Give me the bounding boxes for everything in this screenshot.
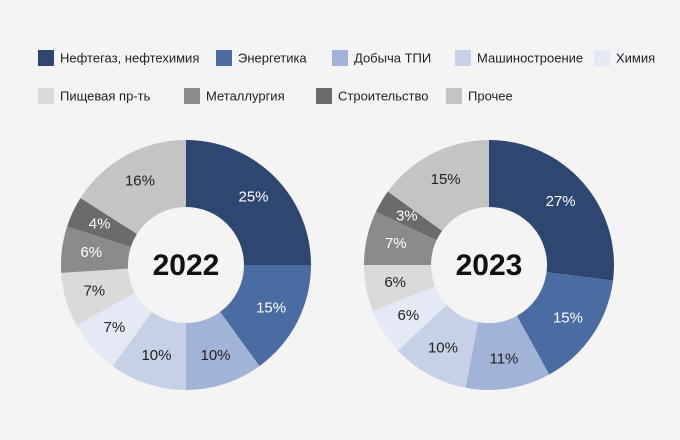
data-label: 6%	[398, 307, 420, 324]
data-label: 7%	[104, 319, 126, 336]
data-label: 27%	[546, 193, 576, 210]
donut-slice	[465, 315, 550, 391]
data-label: 11%	[489, 350, 518, 367]
donut-center-label: 2022	[153, 249, 220, 282]
legend-label: Пищевая пр-ть	[60, 88, 151, 103]
data-label: 10%	[200, 347, 230, 364]
donut-slice	[186, 140, 311, 265]
data-label: 15%	[553, 310, 583, 327]
donut-slice	[375, 191, 443, 241]
donut-slice	[387, 140, 489, 231]
donut-slice	[80, 140, 186, 234]
data-label: 25%	[239, 188, 269, 205]
legend-swatch	[594, 50, 610, 66]
donut-slice	[372, 286, 447, 351]
donut-slice	[67, 198, 138, 248]
legend-label: Нефтегаз, нефтехимия	[60, 50, 199, 65]
donut-slice	[397, 304, 479, 388]
donut-slice	[364, 211, 437, 265]
donut-slice	[364, 265, 436, 312]
donut-slice	[60, 226, 131, 273]
legend-swatch	[455, 50, 471, 66]
data-label: 6%	[80, 244, 102, 261]
legend-swatch	[184, 88, 200, 104]
legend-swatch	[38, 50, 54, 66]
donut-slice	[220, 265, 311, 367]
data-label: 15%	[431, 171, 461, 188]
legend-swatch	[316, 88, 332, 104]
legend-label: Энергетика	[238, 50, 307, 65]
legend-label: Строительство	[338, 88, 428, 103]
legend-label: Машиностроение	[477, 50, 583, 65]
legend-swatch	[446, 88, 462, 104]
legend-label: Добыча ТПИ	[354, 50, 431, 65]
legend-label: Металлургия	[206, 88, 285, 103]
donut-slice	[516, 272, 614, 375]
donut-slice	[112, 311, 186, 390]
data-label: 4%	[89, 215, 111, 232]
data-label: 16%	[125, 172, 155, 189]
data-label: 6%	[384, 274, 406, 291]
legend-swatch	[332, 50, 348, 66]
data-label: 7%	[385, 235, 407, 252]
legend-swatch	[38, 88, 54, 104]
data-label: 3%	[396, 207, 418, 224]
data-label: 15%	[256, 299, 286, 316]
data-label: 7%	[83, 283, 105, 300]
legend-label: Химия	[616, 50, 655, 65]
donut-slice	[61, 268, 136, 326]
data-label: 10%	[428, 340, 458, 357]
legend-label: Прочее	[468, 88, 513, 103]
data-label: 10%	[141, 347, 171, 364]
donut-slice	[489, 140, 614, 281]
donut-center-label: 2023	[456, 249, 523, 282]
donut-slice	[186, 311, 260, 390]
legend-swatch	[216, 50, 232, 66]
donut-slice	[76, 292, 152, 367]
